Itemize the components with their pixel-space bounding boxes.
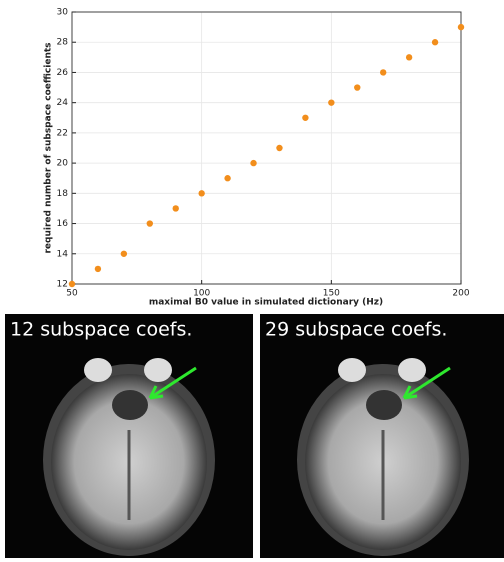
point (94, 265, 102, 273)
plot: 12 14 16 18 20 22 24 26 28 30 50 100 150 200 (57, 8, 470, 299)
y-tick-label: 24 (57, 98, 69, 108)
y-axis-label: required number of subspace coefficients (44, 42, 54, 253)
image-panel: 12 subspace coefs. (5, 314, 253, 558)
point (146, 220, 153, 227)
y-tick-label: 16 (57, 219, 69, 229)
point (276, 144, 283, 152)
x-tick-label: 150 (323, 289, 340, 299)
y-tick-label: 30 (57, 8, 69, 18)
point (250, 159, 257, 167)
y-tick-label: 26 (57, 68, 69, 78)
point (302, 114, 309, 121)
x-tick-label: 200 (452, 289, 469, 299)
point (172, 205, 179, 212)
point (380, 69, 387, 76)
y-tick-label: 22 (57, 128, 68, 138)
x-axis-label: maximal B0 value in simulated dictionary… (149, 298, 383, 308)
y-tick-label: 28 (57, 38, 69, 48)
point (431, 39, 439, 46)
y-tick-label: 18 (57, 189, 69, 199)
point (405, 54, 413, 61)
image-panel: 29 subspace coefs. (260, 314, 504, 558)
y-tick-label: 12 (57, 280, 68, 290)
point (198, 190, 205, 197)
x-tick-label: 100 (193, 289, 210, 299)
y-tick-label: 20 (57, 159, 69, 169)
x-tick-label: 50 (66, 289, 78, 299)
point (457, 23, 465, 31)
image-label: 12 subspace coefs. (10, 319, 192, 341)
y-tick-label: 14 (57, 249, 69, 259)
point (120, 250, 128, 257)
point (328, 99, 335, 106)
plot-area (71, 11, 462, 285)
point (354, 84, 361, 91)
plot-frame (71, 11, 462, 285)
point (68, 280, 76, 288)
image-label: 29 subspace coefs. (265, 319, 447, 341)
point (224, 175, 231, 182)
